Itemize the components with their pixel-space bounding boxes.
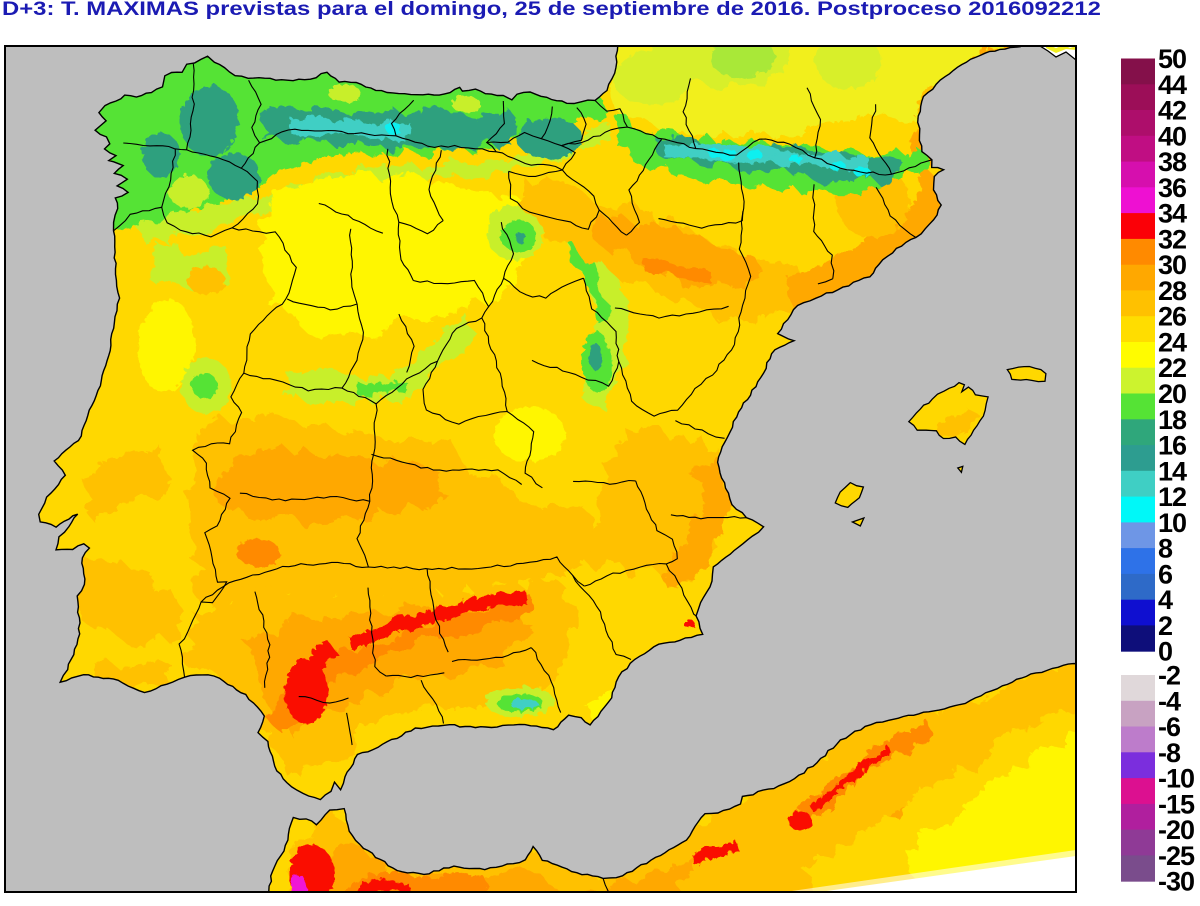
svg-text:44: 44 — [1158, 70, 1187, 100]
svg-text:12: 12 — [1158, 482, 1186, 512]
svg-text:38: 38 — [1158, 147, 1187, 177]
svg-text:0: 0 — [1158, 637, 1172, 667]
svg-text:50: 50 — [1158, 44, 1186, 74]
svg-text:32: 32 — [1158, 224, 1186, 254]
svg-text:-8: -8 — [1158, 738, 1181, 768]
svg-text:20: 20 — [1158, 379, 1186, 409]
svg-text:-30: -30 — [1158, 867, 1194, 897]
svg-text:22: 22 — [1158, 353, 1186, 383]
svg-text:34: 34 — [1158, 199, 1187, 229]
svg-text:18: 18 — [1158, 405, 1187, 435]
svg-text:-6: -6 — [1158, 712, 1181, 742]
svg-text:8: 8 — [1158, 534, 1173, 564]
svg-text:26: 26 — [1158, 302, 1187, 332]
svg-text:-15: -15 — [1158, 789, 1195, 819]
svg-text:36: 36 — [1158, 173, 1187, 203]
svg-text:40: 40 — [1158, 121, 1186, 151]
svg-text:24: 24 — [1158, 328, 1187, 358]
svg-text:10: 10 — [1158, 508, 1186, 538]
svg-text:-25: -25 — [1158, 841, 1195, 871]
svg-text:2: 2 — [1158, 611, 1172, 641]
svg-text:-10: -10 — [1158, 764, 1194, 794]
svg-text:4: 4 — [1158, 585, 1173, 615]
svg-text:30: 30 — [1158, 250, 1186, 280]
svg-text:42: 42 — [1158, 96, 1186, 126]
svg-text:14: 14 — [1158, 456, 1187, 486]
svg-text:16: 16 — [1158, 431, 1187, 461]
svg-text:-4: -4 — [1158, 686, 1181, 716]
svg-text:6: 6 — [1158, 559, 1173, 589]
svg-text:-2: -2 — [1158, 661, 1180, 691]
svg-text:28: 28 — [1158, 276, 1187, 306]
svg-text:-20: -20 — [1158, 815, 1194, 845]
